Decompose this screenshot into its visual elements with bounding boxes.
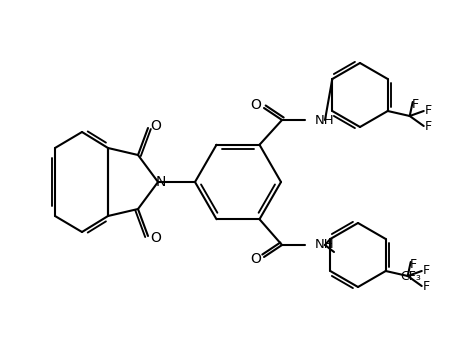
Text: O: O (250, 98, 261, 112)
Text: F: F (425, 104, 432, 118)
Text: F: F (423, 265, 430, 277)
Text: F: F (412, 98, 419, 111)
Text: O: O (250, 252, 261, 266)
Text: F: F (425, 119, 432, 132)
Text: NH: NH (315, 238, 334, 252)
Text: N: N (156, 175, 166, 189)
Text: F: F (423, 280, 430, 293)
Text: F: F (410, 257, 417, 270)
Text: O: O (151, 231, 161, 245)
Text: O: O (151, 119, 161, 133)
Text: CF₃: CF₃ (401, 269, 422, 282)
Text: NH: NH (315, 114, 334, 127)
